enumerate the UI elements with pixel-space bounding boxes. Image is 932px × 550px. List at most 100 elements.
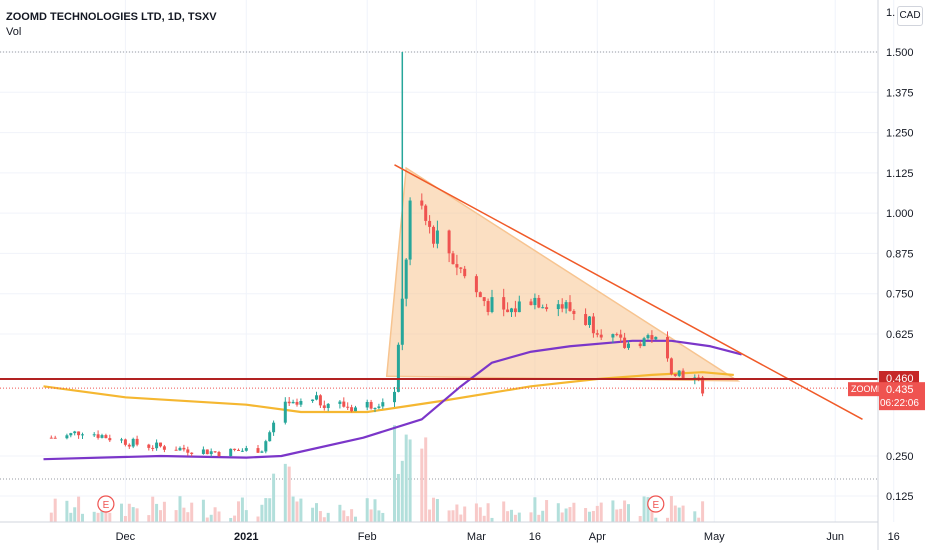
price-tick: 1.250	[886, 128, 914, 140]
volume-bar	[615, 509, 619, 522]
candle-body	[127, 444, 131, 447]
volume-bar	[201, 499, 205, 522]
candle-body	[404, 259, 408, 299]
volume-bar	[260, 504, 264, 522]
volume-bar	[642, 496, 646, 522]
candle-body	[369, 401, 373, 409]
volume-bar	[396, 473, 400, 522]
volume-bar	[186, 512, 190, 522]
candle-body	[654, 336, 658, 340]
candle-body	[264, 441, 268, 452]
volume-bar	[537, 514, 541, 522]
candle-body	[556, 304, 560, 310]
currency-button[interactable]: CAD	[897, 6, 923, 26]
earnings-icon[interactable]	[97, 495, 115, 513]
candle-body	[611, 334, 615, 338]
candle-body	[638, 343, 642, 347]
candle-body	[424, 205, 428, 221]
candle-body	[346, 406, 350, 408]
volume-bar	[217, 511, 221, 522]
volume-bar	[595, 505, 599, 522]
volume-bar	[627, 504, 630, 522]
volume-bar	[229, 517, 233, 522]
candle-body	[162, 446, 166, 450]
candle-body	[482, 297, 486, 302]
volume-bar	[681, 505, 685, 522]
volume-bar	[159, 510, 162, 522]
candle-body	[53, 437, 57, 439]
price-label-value: 0.435	[886, 384, 914, 396]
candle-body	[209, 451, 213, 455]
time-tick: Apr	[589, 531, 606, 543]
candle-body	[147, 444, 151, 448]
candle-body	[318, 395, 322, 406]
time-tick: Mar	[467, 531, 486, 543]
ma-long-line	[43, 371, 734, 414]
candle-body	[135, 438, 139, 445]
volume-bar	[435, 498, 439, 522]
candle-body	[459, 267, 463, 269]
volume-bar	[49, 512, 53, 522]
volume-bar	[474, 503, 478, 522]
candle-body	[92, 434, 96, 436]
candle-body	[428, 220, 432, 227]
volume-bar	[377, 510, 381, 522]
candle-body	[272, 422, 276, 433]
volume-bar	[240, 497, 244, 522]
volume-bar	[283, 463, 287, 522]
volume-bar	[369, 509, 373, 522]
candle-body	[513, 308, 517, 313]
candle-body	[701, 377, 705, 394]
volume-bar	[638, 516, 642, 522]
candle-body	[510, 308, 513, 313]
time-tick: 16	[529, 531, 541, 543]
volume-bar	[669, 496, 673, 522]
volume-bar	[619, 508, 623, 522]
price-tick: 1.375	[886, 87, 914, 99]
candle-body	[435, 230, 439, 244]
candle-body	[432, 226, 435, 244]
candle-body	[131, 438, 135, 447]
volume-label[interactable]: Vol	[6, 26, 22, 38]
candle-body	[537, 297, 541, 308]
candle-body	[354, 407, 357, 412]
candle-body	[104, 435, 108, 439]
candle-body	[517, 301, 521, 313]
time-tick: Jun	[826, 531, 844, 543]
volume-bar	[108, 512, 112, 522]
candle-body	[642, 338, 646, 347]
descending-trendline[interactable]	[394, 164, 863, 420]
volume-bar	[588, 511, 591, 522]
volume-bar	[123, 516, 127, 522]
candle-body	[615, 334, 619, 336]
candle-body	[474, 276, 478, 293]
volume-bar	[572, 502, 576, 522]
volume-bar	[459, 514, 463, 522]
volume-bar	[545, 500, 549, 522]
candle-body	[287, 401, 291, 404]
candle-body	[190, 452, 194, 454]
drawings[interactable]	[0, 164, 878, 420]
chart-legend: ZOOMD TECHNOLOGIES LTD, 1D, TSXV Vol	[6, 10, 217, 40]
candle-body	[365, 401, 369, 408]
candle-body	[447, 230, 451, 254]
volume-bar	[147, 515, 151, 522]
symbol-title[interactable]: ZOOMD TECHNOLOGIES LTD, 1D, TSXV	[6, 11, 217, 23]
candle-body	[373, 407, 377, 409]
volume-bar	[424, 437, 428, 522]
resistance-label: 0.460	[886, 373, 914, 385]
candle-body	[627, 343, 630, 348]
candle-body	[377, 406, 381, 408]
price-tick: 0.750	[886, 289, 914, 301]
volume-bar	[299, 498, 303, 522]
ticker-tag-bg	[848, 382, 879, 397]
candle-body	[591, 316, 595, 334]
volume-bar	[77, 496, 81, 522]
price-tick: 1.125	[886, 168, 914, 180]
volume-bar	[420, 448, 424, 522]
earnings-icon[interactable]	[647, 495, 665, 513]
candle-body	[420, 200, 424, 206]
